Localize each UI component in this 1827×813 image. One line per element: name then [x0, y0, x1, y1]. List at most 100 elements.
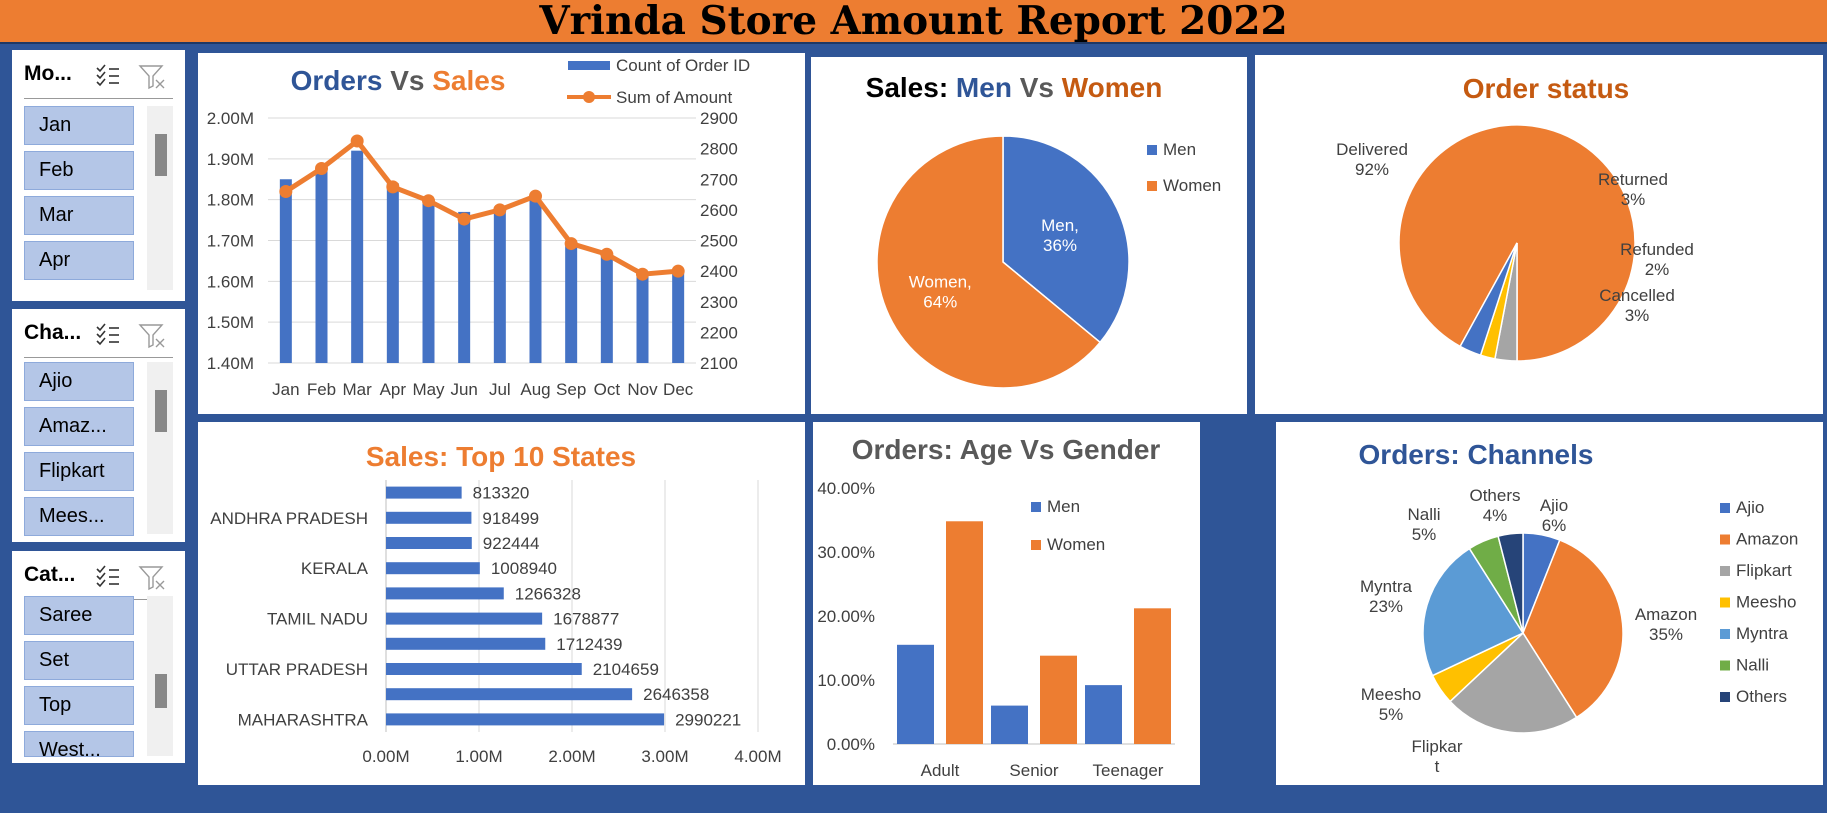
- x-tick-label: Apr: [380, 380, 407, 399]
- slicer-scrollbar[interactable]: [147, 106, 173, 290]
- slicer-scrollbar[interactable]: [147, 362, 173, 534]
- y-tick-label: 2.00M: [207, 109, 254, 128]
- legend-line-marker: [583, 91, 595, 103]
- y2-tick-label: 2800: [700, 140, 738, 159]
- slicer-item[interactable]: West...: [24, 731, 134, 757]
- slicer-item[interactable]: Apr: [24, 241, 134, 280]
- multi-select-icon[interactable]: [96, 64, 119, 87]
- legend-others-swatch: [1720, 692, 1730, 702]
- legend-nalli: Nalli: [1736, 656, 1769, 675]
- slicer-toolbar: [96, 323, 165, 349]
- x-tick-label: Aug: [520, 380, 550, 399]
- clear-filter-icon[interactable]: [138, 65, 165, 90]
- bar-value-label: 1678877: [553, 610, 619, 629]
- slice-label-pct: 5%: [1379, 705, 1404, 724]
- x-tick-label: Teenager: [1093, 761, 1164, 780]
- legend-men-swatch: [1147, 145, 1157, 155]
- bar-teenager-men: [1085, 685, 1122, 744]
- slicer-item[interactable]: Saree: [24, 596, 134, 635]
- slice-label-pct: 2%: [1645, 260, 1670, 279]
- slicer-item[interactable]: Flipkart: [24, 452, 134, 491]
- x-tick-label: 1.00M: [455, 747, 502, 766]
- bar-nov: [636, 273, 649, 363]
- legend-flipkart: Flipkart: [1736, 561, 1792, 580]
- slice-men: [1002, 135, 1130, 344]
- y-tick-label: 1.40M: [207, 354, 254, 373]
- multi-select-icon[interactable]: [96, 565, 119, 588]
- chart-title-part: Vs: [382, 65, 432, 96]
- sales-point-jun: [457, 212, 471, 226]
- legend-count-label: Count of Order ID: [616, 56, 750, 75]
- slicer-item[interactable]: Feb: [24, 151, 134, 190]
- bar-sep: [565, 244, 578, 363]
- slicer-scroll-thumb[interactable]: [155, 390, 167, 432]
- slicer-item[interactable]: Ajio: [24, 362, 134, 401]
- multi-select-icon[interactable]: [96, 323, 119, 346]
- slicer-scroll-thumb[interactable]: [155, 674, 167, 708]
- funnel-shape: [138, 324, 164, 349]
- clear-x: [155, 580, 165, 590]
- legend-amount-label: Sum of Amount: [616, 88, 733, 107]
- slicer-toolbar: [96, 565, 165, 591]
- sales-point-mar: [350, 134, 364, 148]
- y-tick-label: 40.00%: [817, 479, 875, 498]
- slicer-header: Cat...: [24, 563, 76, 586]
- slice-amazon: [1522, 539, 1624, 719]
- clear-filter-icon[interactable]: [138, 566, 165, 591]
- y-tick-label: ANDHRA PRADESH: [210, 509, 368, 528]
- slicer-item[interactable]: Mar: [24, 196, 134, 235]
- bar-teenager-women: [1134, 608, 1171, 744]
- slicer-item[interactable]: Set: [24, 641, 134, 680]
- legend-amazon: Amazon: [1736, 530, 1798, 549]
- slice-label-pct: 4%: [1483, 506, 1508, 525]
- legend-bar-swatch: [568, 61, 610, 70]
- slice-label-pct: 35%: [1649, 625, 1683, 644]
- legend-ajio-swatch: [1720, 503, 1730, 513]
- chart-title-part: Women: [1062, 72, 1163, 103]
- clear-filter-icon[interactable]: [138, 324, 165, 349]
- chart-title-part: Sales: [432, 65, 505, 96]
- channels-panel: Orders: Channels Ajio 6% Amazon 35% Meesho 5% M…: [1276, 422, 1823, 785]
- legend-women: Women: [1163, 176, 1221, 195]
- y-tick-label: 30.00%: [817, 543, 875, 562]
- slice-women: [876, 135, 1102, 389]
- sales-point-jan: [279, 185, 293, 198]
- x-tick-label: Jun: [450, 380, 477, 399]
- slice-label-name: t: [1435, 757, 1440, 776]
- slicer-item[interactable]: Amaz...: [24, 407, 134, 446]
- chart-title: Sales: Men Vs Women: [866, 72, 1163, 103]
- bar-value-label: 2646358: [643, 685, 709, 704]
- orders-vs-sales-panel: Orders Vs Sales Count of Order ID Sum of A…: [198, 53, 805, 414]
- checkmark: [96, 572, 106, 581]
- x-tick-label: 2.00M: [548, 747, 595, 766]
- state-bar: [386, 637, 546, 650]
- state-bar: [386, 537, 472, 549]
- slice-label-name: Meesho: [1361, 685, 1421, 704]
- bar-value-label: 1008940: [491, 559, 557, 578]
- sales-point-feb: [315, 162, 328, 176]
- legend-women-swatch: [1031, 540, 1041, 550]
- slicer-item[interactable]: Mees...: [24, 497, 134, 536]
- bar-aug: [529, 199, 542, 363]
- slice-label-name: Flipkar: [1411, 737, 1462, 756]
- slice-label-pct: 3%: [1621, 190, 1646, 209]
- sales-point-sep: [564, 237, 578, 251]
- slice-label-name: Amazon: [1635, 605, 1697, 624]
- age-vs-gender-chart: Orders: Age Vs Gender 0.00% 10.00% 20.00% 30…: [817, 434, 1175, 780]
- slice-label-pct: 92%: [1355, 160, 1389, 179]
- slicer-item[interactable]: Top: [24, 686, 134, 725]
- slicer-scrollbar[interactable]: [147, 596, 173, 756]
- slice-label-name: Ajio: [1540, 496, 1568, 515]
- bar-adult-women: [946, 521, 983, 744]
- state-bar: [386, 587, 504, 600]
- slicer-scroll-thumb[interactable]: [155, 134, 167, 176]
- y2-tick-label: 2900: [700, 109, 738, 128]
- bar-apr: [386, 183, 399, 363]
- slicer-item[interactable]: Jan: [24, 106, 134, 145]
- bar-mar: [351, 150, 364, 363]
- bar-value-label: 922444: [483, 534, 540, 553]
- y-tick-label: 1.70M: [207, 232, 254, 251]
- bar-value-label: 918499: [482, 509, 539, 528]
- x-tick-label: Jan: [272, 380, 299, 399]
- sales-point-apr: [386, 180, 400, 194]
